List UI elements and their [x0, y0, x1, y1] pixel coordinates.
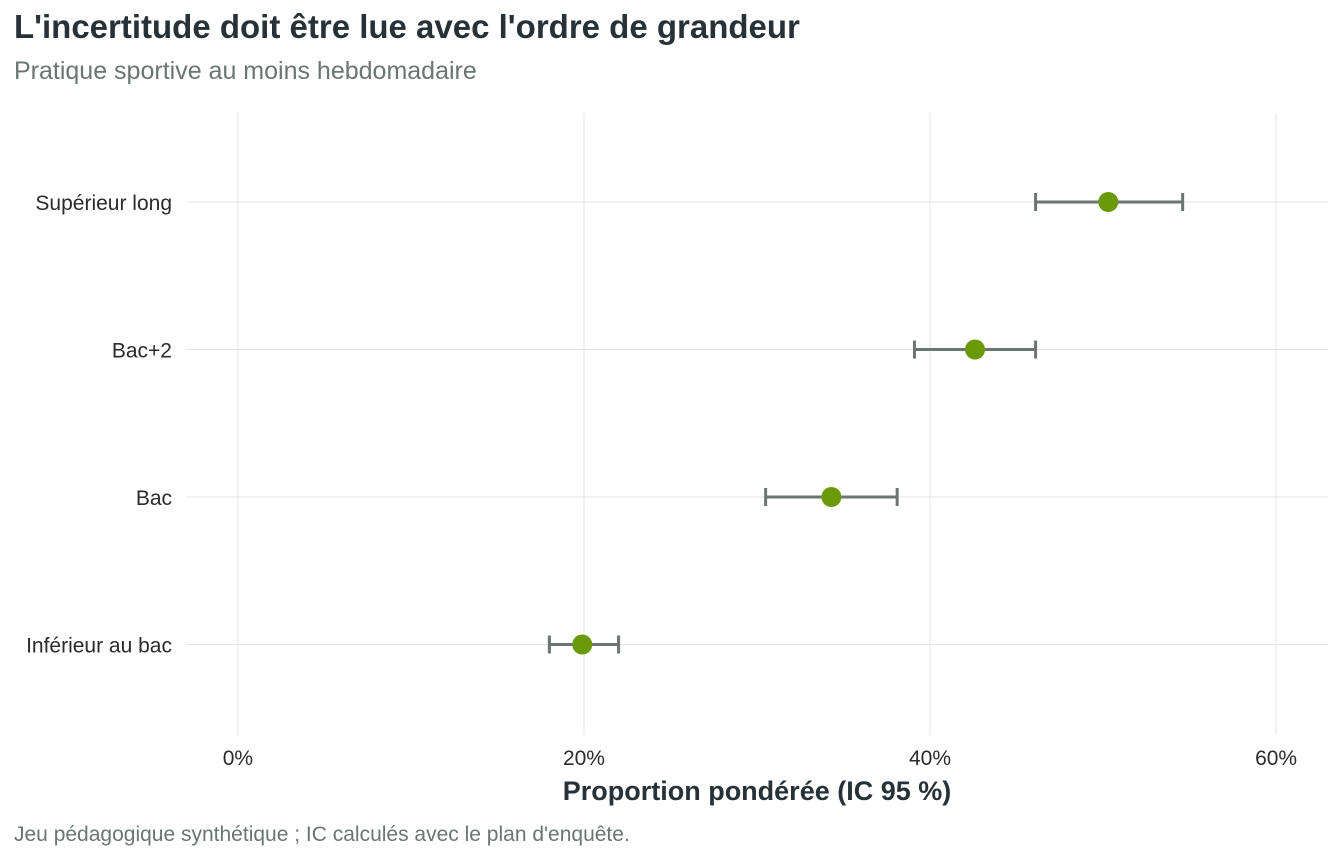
- x-tick-label: 60%: [1255, 747, 1297, 770]
- x-tick-label: 40%: [909, 747, 951, 770]
- data-point: [1098, 192, 1119, 212]
- x-axis-title: Proportion pondérée (IC 95 %): [563, 776, 952, 806]
- y-tick-label: Bac: [136, 487, 172, 510]
- chart-title: L'incertitude doit être lue avec l'ordre…: [14, 8, 800, 45]
- chart-subtitle: Pratique sportive au moins hebdomadaire: [14, 57, 477, 85]
- x-tick-label: 0%: [223, 747, 253, 770]
- data-point: [965, 339, 986, 360]
- data-point: [572, 634, 593, 655]
- y-tick-label: Bac+2: [112, 340, 172, 363]
- x-tick-label: 20%: [563, 747, 605, 770]
- chart-caption: Jeu pédagogique synthétique ; IC calculé…: [14, 823, 630, 846]
- data-point: [821, 487, 842, 507]
- y-tick-label: Supérieur long: [35, 192, 172, 215]
- y-tick-label: Inférieur au bac: [26, 635, 172, 658]
